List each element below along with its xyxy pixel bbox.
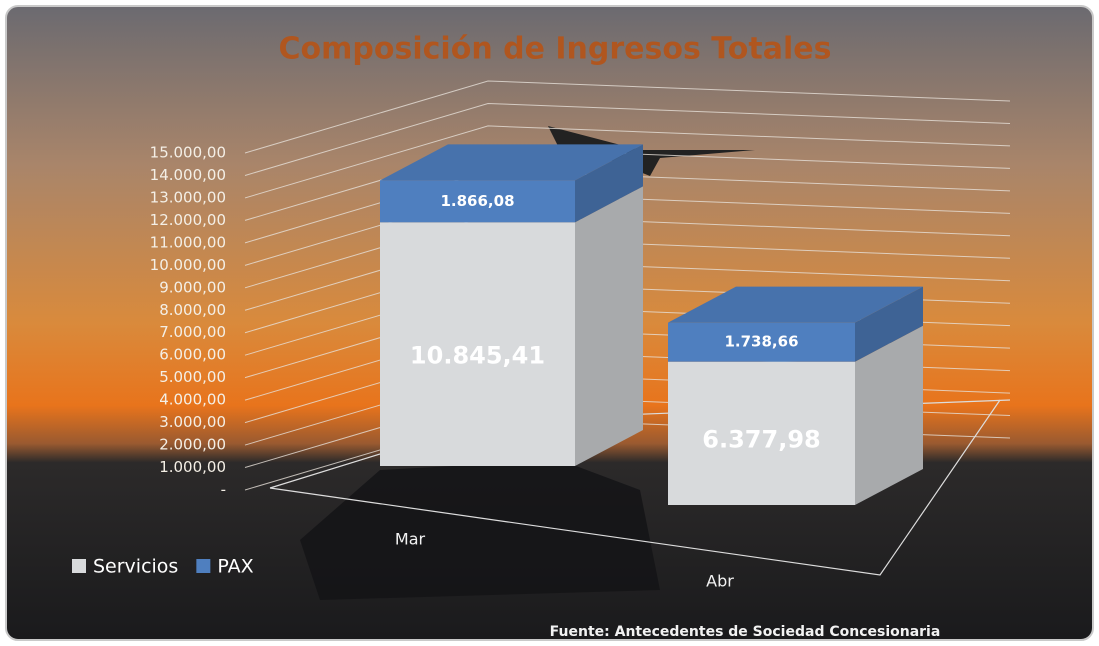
- y-tick-label: 1.000,00: [159, 458, 226, 476]
- value-label: 1.866,08: [440, 192, 514, 210]
- y-tick-label: 10.000,00: [150, 256, 226, 274]
- source-note: Fuente: Antecedentes de Sociedad Concesi…: [550, 624, 941, 640]
- legend-swatch: [196, 559, 210, 573]
- legend-label: Servicios: [93, 556, 178, 578]
- legend-swatch: [72, 559, 86, 573]
- y-tick-label: 6.000,00: [159, 346, 226, 364]
- bar-segment: 10.845,41: [380, 186, 643, 466]
- x-tick-label: Abr: [706, 572, 734, 591]
- chart-title: Composición de Ingresos Totales: [279, 32, 832, 67]
- chart: - 1.000,00 2.000,00 3.000,00 4.000,00 5.000,0…: [0, 0, 1099, 646]
- value-label: 10.845,41: [410, 341, 545, 369]
- y-tick-label: 7.000,00: [159, 323, 226, 341]
- page: {"chart_data": {"type": "bar", "stacked"…: [0, 0, 1099, 646]
- y-tick-label: 3.000,00: [159, 413, 226, 431]
- y-tick-label: 11.000,00: [150, 233, 226, 251]
- y-tick-label: 13.000,00: [150, 188, 226, 206]
- value-label: 1.738,66: [724, 333, 798, 351]
- legend: Servicios PAX: [72, 556, 254, 578]
- value-label: 6.377,98: [702, 426, 820, 454]
- y-tick-label: 12.000,00: [150, 211, 226, 229]
- legend-label: PAX: [217, 556, 253, 578]
- y-tick-label: 8.000,00: [159, 301, 226, 319]
- y-tick-label: 14.000,00: [150, 166, 226, 184]
- y-tick-label: 9.000,00: [159, 278, 226, 296]
- bar-side: [575, 186, 643, 466]
- y-tick-label: 2.000,00: [159, 436, 226, 454]
- y-tick-label: 15.000,00: [150, 144, 226, 162]
- x-tick-label: Mar: [395, 530, 426, 549]
- y-tick-label: 4.000,00: [159, 391, 226, 409]
- y-tick-label: 5.000,00: [159, 368, 226, 386]
- y-tick-label: -: [221, 481, 226, 499]
